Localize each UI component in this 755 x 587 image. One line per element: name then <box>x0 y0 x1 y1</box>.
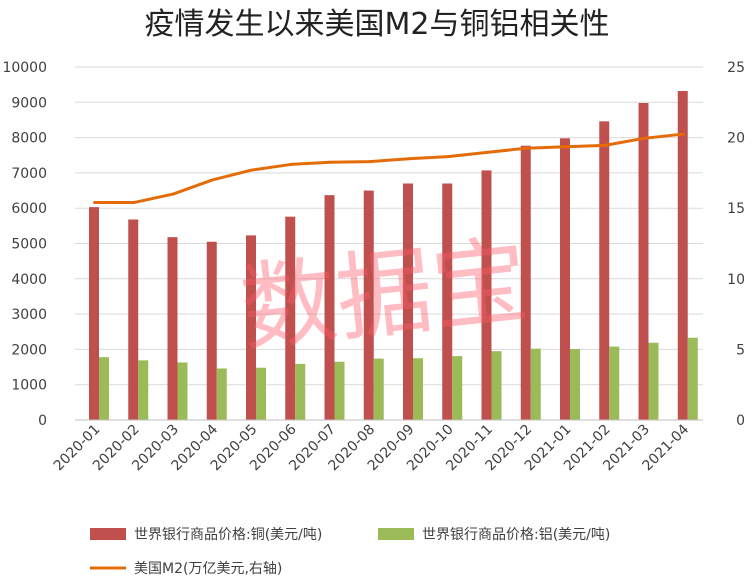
aluminum-bar <box>530 348 541 420</box>
left-tick-label: 5000 <box>11 237 47 253</box>
left-tick-label: 4000 <box>11 272 47 288</box>
right-tick-label: 15 <box>727 201 745 217</box>
legend-copper-swatch <box>90 528 126 540</box>
m2-point <box>446 155 450 159</box>
m2-point <box>171 192 175 196</box>
aluminum-bar <box>687 337 698 420</box>
copper-bar <box>206 241 217 420</box>
gridlines <box>75 66 703 386</box>
aluminum-bar <box>373 358 384 420</box>
legend-aluminum-swatch <box>378 528 414 540</box>
m2-point <box>603 143 607 147</box>
left-tick-label: 7000 <box>11 166 47 182</box>
aluminum-bar <box>99 357 109 420</box>
m2-point <box>210 178 214 182</box>
copper-bar <box>677 91 688 420</box>
m2-point <box>524 146 528 150</box>
x-axis-ticks: 2020-012020-022020-032020-042020-052020-… <box>51 421 692 474</box>
m2-point <box>642 136 646 140</box>
m2-point <box>328 160 332 164</box>
copper-bar <box>128 219 139 420</box>
aluminum-bar <box>413 358 423 420</box>
left-tick-label: 6000 <box>11 201 47 217</box>
aluminum-bar <box>216 368 227 420</box>
chart-title: 疫情发生以来美国M2与铜铝相关性 <box>145 7 610 42</box>
right-tick-label: 0 <box>736 413 745 429</box>
m2-point <box>681 132 685 136</box>
copper-bar <box>363 190 374 420</box>
left-tick-label: 9000 <box>11 95 47 111</box>
right-tick-label: 10 <box>727 272 745 288</box>
left-tick-label: 1000 <box>11 378 47 394</box>
copper-bar <box>403 183 413 420</box>
bars <box>89 91 698 421</box>
m2-point <box>93 201 97 205</box>
m2-line-layer <box>93 132 685 205</box>
left-tick-label: 3000 <box>11 307 47 323</box>
aluminum-bar <box>334 361 345 420</box>
copper-bar <box>638 103 649 421</box>
copper-bar <box>285 216 296 420</box>
copper-bar <box>560 138 570 420</box>
copper-bar <box>324 195 335 420</box>
aluminum-bar <box>648 342 659 420</box>
legend-copper-label: 世界银行商品价格:铜(美元/吨) <box>134 527 322 543</box>
aluminum-bar <box>491 351 502 420</box>
right-axis: 0 5 10 15 20 25 <box>727 60 745 429</box>
aluminum-bar <box>138 360 149 420</box>
aluminum-bar <box>609 346 620 420</box>
legend-m2-label: 美国M2(万亿美元,右轴) <box>134 561 282 577</box>
m2-point <box>407 157 411 161</box>
aluminum-bar <box>452 356 463 420</box>
left-tick-label: 0 <box>38 413 47 429</box>
m2-point <box>132 201 136 205</box>
left-axis: 0 1000 2000 3000 4000 5000 6000 7000 8000 9000 100… <box>2 60 47 429</box>
aluminum-bar <box>177 362 188 420</box>
aluminum-bar <box>256 367 266 420</box>
copper-bar <box>167 237 178 420</box>
m2-point <box>367 160 371 164</box>
copper-bar <box>481 170 492 420</box>
copper-bar <box>599 121 610 420</box>
left-tick-label: 8000 <box>11 131 47 147</box>
aluminum-bar <box>295 363 306 420</box>
right-tick-label: 5 <box>736 342 745 358</box>
left-tick-label: 10000 <box>2 60 47 76</box>
legend-aluminum-label: 世界银行商品价格:铝(美元/吨) <box>422 527 610 543</box>
left-tick-label: 2000 <box>11 342 47 358</box>
m2-line <box>94 132 684 205</box>
legend: 世界银行商品价格:铜(美元/吨) 世界银行商品价格:铝(美元/吨) 美国M2(万亿美… <box>90 527 610 577</box>
m2-point <box>250 168 254 172</box>
copper-bar <box>89 207 99 420</box>
copper-bar <box>520 145 531 420</box>
right-tick-label: 20 <box>727 131 745 147</box>
copper-bar <box>246 235 256 420</box>
right-tick-label: 25 <box>727 60 745 76</box>
copper-bar <box>442 183 453 420</box>
m2-point <box>289 162 293 166</box>
m2-point <box>564 145 568 149</box>
m2-point <box>485 150 489 154</box>
aluminum-bar <box>570 349 580 420</box>
